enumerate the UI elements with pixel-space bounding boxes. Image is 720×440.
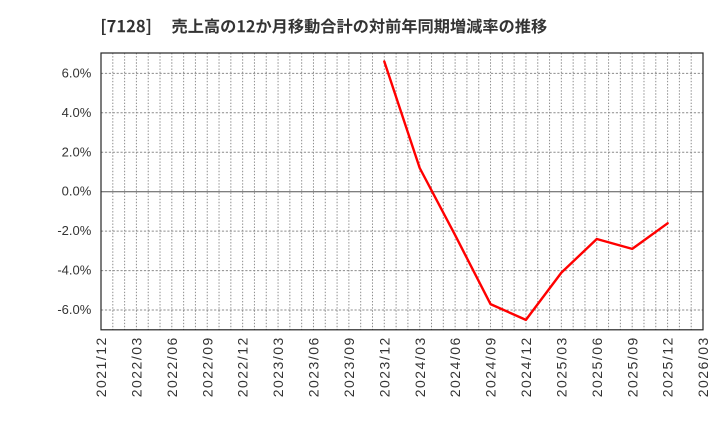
svg-text:2024/09: 2024/09 xyxy=(483,336,499,397)
svg-text:-2.0%: -2.0% xyxy=(57,223,91,238)
svg-text:-4.0%: -4.0% xyxy=(57,263,91,278)
svg-text:2023/12: 2023/12 xyxy=(376,336,392,397)
svg-text:2024/12: 2024/12 xyxy=(518,336,534,397)
svg-text:2023/06: 2023/06 xyxy=(306,336,322,397)
svg-text:2023/03: 2023/03 xyxy=(270,336,286,397)
svg-text:2021/12: 2021/12 xyxy=(93,336,109,397)
svg-text:2025/06: 2025/06 xyxy=(589,336,605,397)
svg-text:2025/03: 2025/03 xyxy=(554,336,570,397)
svg-text:2023/09: 2023/09 xyxy=(341,336,357,397)
svg-text:4.0%: 4.0% xyxy=(62,105,92,120)
svg-text:-6.0%: -6.0% xyxy=(57,302,91,317)
svg-text:2024/03: 2024/03 xyxy=(412,336,428,397)
svg-text:2022/03: 2022/03 xyxy=(129,336,145,397)
svg-text:2026/03: 2026/03 xyxy=(695,336,711,397)
svg-text:2024/06: 2024/06 xyxy=(447,336,463,397)
svg-text:0.0%: 0.0% xyxy=(62,184,92,199)
svg-text:6.0%: 6.0% xyxy=(62,65,92,80)
svg-text:2025/12: 2025/12 xyxy=(660,336,676,397)
svg-text:2.0%: 2.0% xyxy=(62,144,92,159)
svg-text:2022/12: 2022/12 xyxy=(235,336,251,397)
svg-text:2025/09: 2025/09 xyxy=(624,336,640,397)
svg-text:2022/06: 2022/06 xyxy=(164,336,180,397)
svg-text:2022/09: 2022/09 xyxy=(199,336,215,397)
